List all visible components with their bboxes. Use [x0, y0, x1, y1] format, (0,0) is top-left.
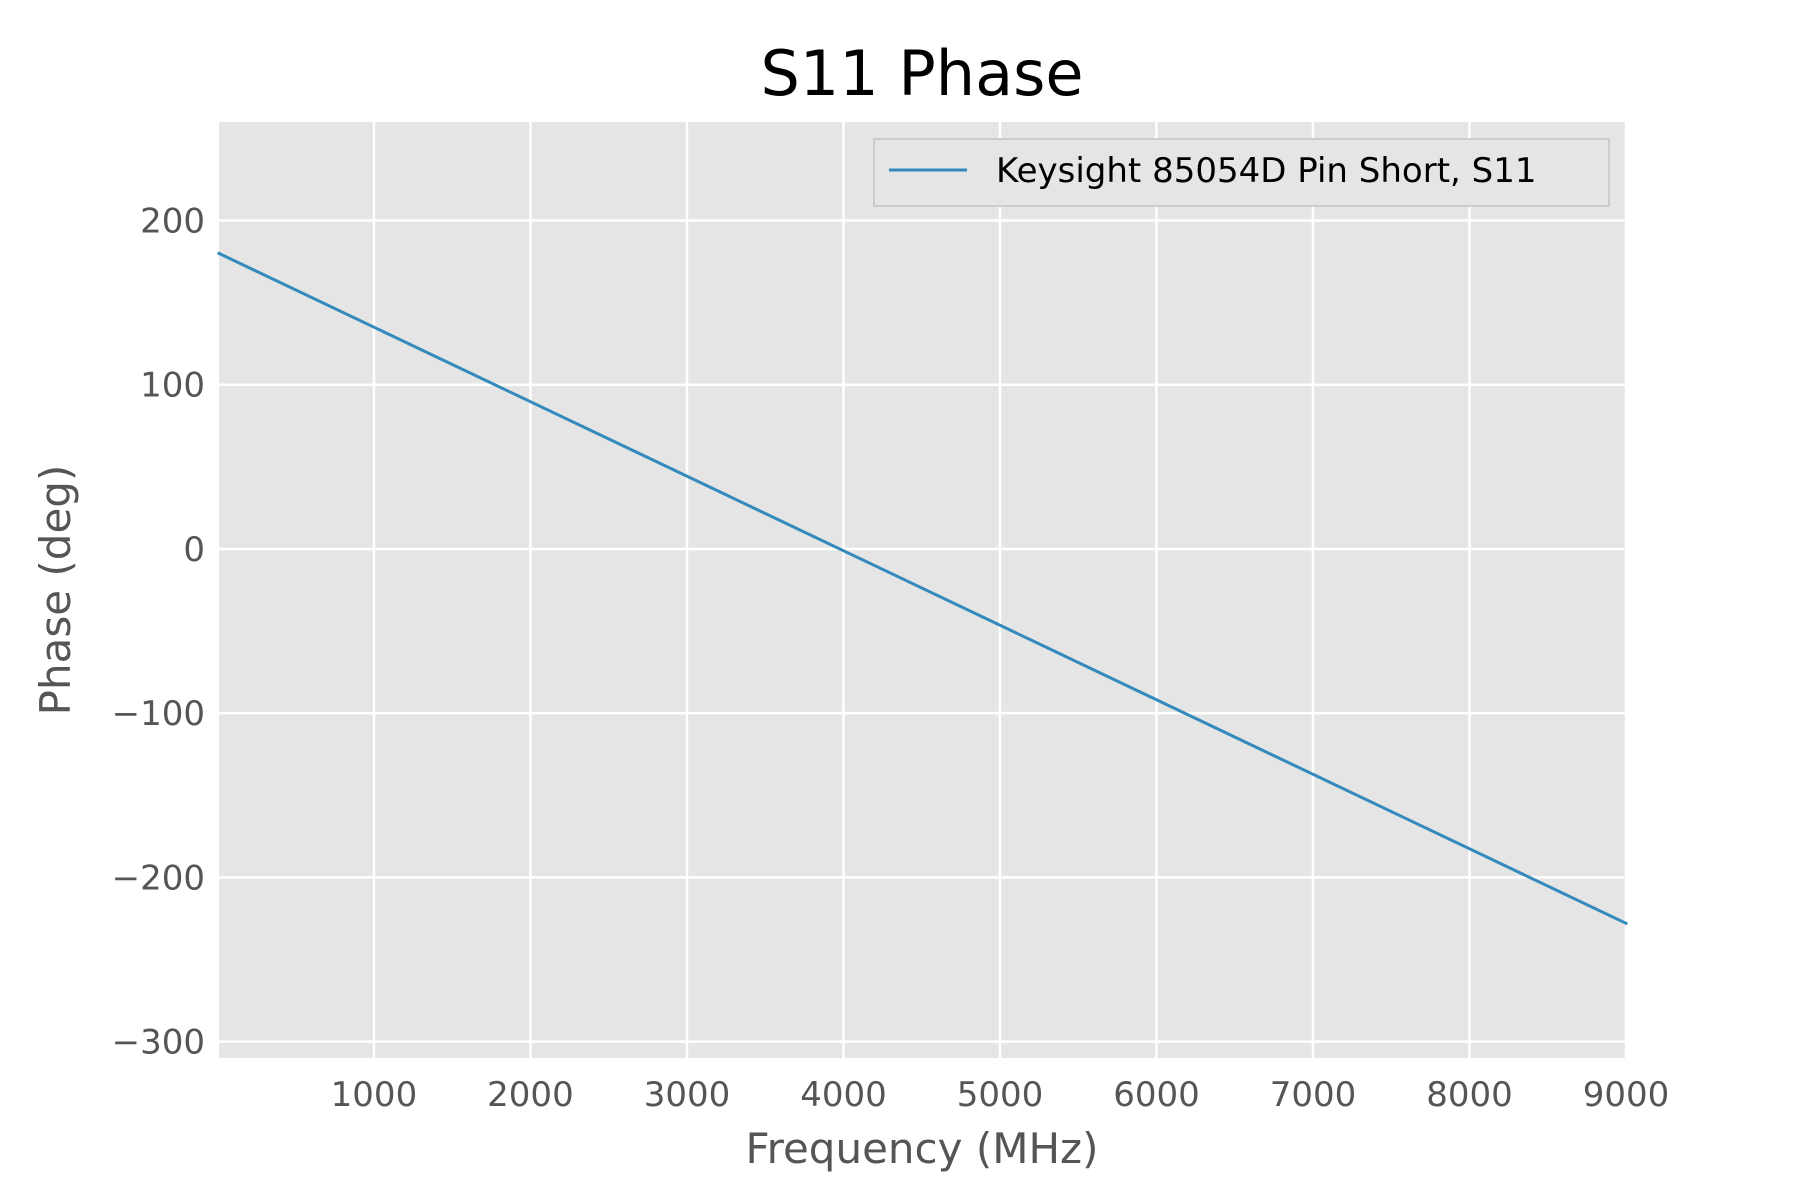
- x-tick-label: 5000: [957, 1075, 1044, 1115]
- x-tick-label: 4000: [800, 1075, 887, 1115]
- x-tick-labels: 1000 2000 3000 4000 5000 6000 7000 8000 9000: [331, 1075, 1670, 1115]
- x-tick-label: 7000: [1270, 1075, 1357, 1115]
- x-tick-label: 2000: [487, 1075, 574, 1115]
- chart-title: S11 Phase: [760, 37, 1083, 110]
- x-tick-label: 9000: [1583, 1075, 1670, 1115]
- y-tick-label: −100: [112, 694, 205, 734]
- y-tick-label: 200: [140, 202, 205, 242]
- y-tick-label: 100: [140, 366, 205, 406]
- grid-lines: [219, 122, 1628, 1058]
- x-tick-label: 1000: [331, 1075, 418, 1115]
- y-tick-label: −300: [112, 1023, 205, 1063]
- series-line: [217, 251, 1628, 926]
- legend-entry-label: Keysight 85054D Pin Short, S11: [996, 151, 1536, 191]
- x-tick-label: 8000: [1426, 1075, 1513, 1115]
- x-tick-label: 6000: [1113, 1075, 1200, 1115]
- y-axis-label: Phase (deg): [31, 465, 80, 716]
- y-tick-labels: 200 100 0 −100 −200 −300: [112, 202, 205, 1063]
- y-tick-label: −200: [112, 858, 205, 898]
- x-axis-label: Frequency (MHz): [746, 1124, 1099, 1173]
- x-tick-label: 3000: [644, 1075, 731, 1115]
- series-layer: [217, 251, 1628, 926]
- legend: Keysight 85054D Pin Short, S11: [873, 138, 1610, 207]
- y-tick-label: 0: [183, 530, 205, 570]
- legend-box: [873, 138, 1610, 207]
